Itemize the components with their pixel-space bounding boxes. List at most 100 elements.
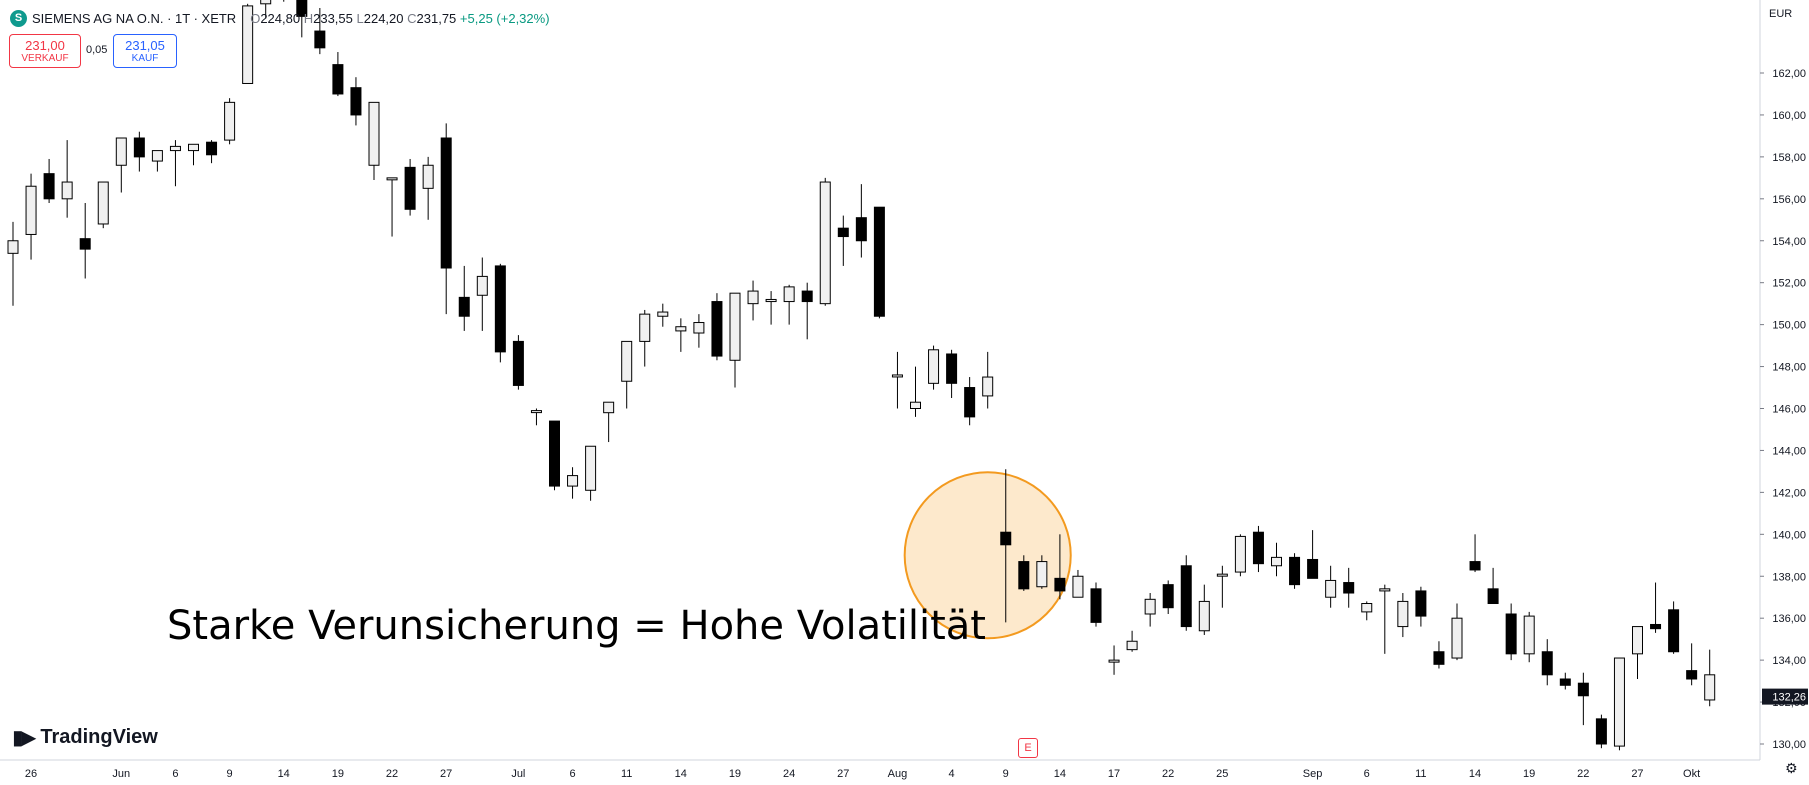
candle-body xyxy=(1704,674,1716,701)
candle-body xyxy=(1072,575,1084,598)
candle xyxy=(368,101,380,180)
candle-body xyxy=(1126,640,1138,651)
high-value: 233,55 xyxy=(313,10,353,26)
tradingview-mark-icon: ▮▶ xyxy=(12,727,36,749)
ohlc-readout: O224,80 H233,55 L224,20 C231,75 +5,25 (+… xyxy=(250,11,549,26)
candle-body xyxy=(1144,598,1156,615)
price-tick-label: 142,00 xyxy=(1772,487,1806,499)
candle-body xyxy=(928,349,940,384)
time-tick-label: Aug xyxy=(888,768,908,780)
candle-body xyxy=(657,311,669,317)
price-tick-label: 162,00 xyxy=(1772,68,1806,80)
candle-body xyxy=(7,240,19,254)
time-tick-label: Sep xyxy=(1303,768,1323,780)
candle-body xyxy=(1252,531,1264,565)
candle xyxy=(1307,530,1319,579)
earnings-event-icon[interactable]: E xyxy=(1018,738,1038,758)
candle-body xyxy=(1541,651,1553,676)
candle xyxy=(188,143,199,166)
candle xyxy=(283,0,285,2)
candle-body xyxy=(224,101,236,141)
candle-body xyxy=(837,227,849,238)
candle-body xyxy=(133,137,145,158)
price-tick-label: 160,00 xyxy=(1772,110,1806,122)
candle-body xyxy=(910,401,921,410)
candle-body xyxy=(43,173,55,200)
symbol-title[interactable]: SIEMENS AG NA O.N. · 1T · XETR xyxy=(32,10,237,26)
chart-header: S SIEMENS AG NA O.N. · 1T · XETR O224,80… xyxy=(10,8,550,28)
candle xyxy=(1523,611,1535,663)
tradingview-logo[interactable]: ▮▶ TradingView xyxy=(12,725,158,750)
candle-body xyxy=(1595,718,1607,745)
candle-body xyxy=(1054,577,1066,592)
candle-body xyxy=(729,292,741,361)
candle-body xyxy=(891,374,903,378)
price-tick-label: 144,00 xyxy=(1772,445,1806,457)
candle xyxy=(1379,584,1391,654)
candle xyxy=(1487,567,1499,605)
candle-body xyxy=(314,30,326,49)
candle xyxy=(476,257,488,331)
candle-body xyxy=(530,410,542,414)
candle xyxy=(765,291,777,325)
candle xyxy=(1289,553,1301,589)
price-tick-label: 150,00 xyxy=(1772,320,1806,332)
time-tick-label: 4 xyxy=(948,768,954,780)
buy-button[interactable]: 231,05 KAUF xyxy=(113,34,177,68)
candle xyxy=(260,0,272,19)
settings-gear-icon[interactable]: ⚙ xyxy=(1785,760,1798,776)
candle xyxy=(1072,569,1084,598)
candle xyxy=(314,7,326,55)
candle-body xyxy=(819,181,831,305)
candle-body xyxy=(494,265,506,353)
candle-body xyxy=(61,181,73,200)
high-label: H xyxy=(303,10,314,26)
candle xyxy=(332,52,344,97)
candle xyxy=(61,140,73,218)
candle xyxy=(1018,555,1030,591)
candle-body xyxy=(855,217,867,242)
candle-body xyxy=(1668,609,1680,653)
candle xyxy=(512,335,524,390)
open-value: 224,80 xyxy=(260,10,301,26)
candle-body xyxy=(873,206,885,317)
candle-body xyxy=(1307,558,1319,579)
candle xyxy=(1126,630,1138,652)
volatility-highlight-circle xyxy=(903,471,1072,640)
candle xyxy=(43,158,55,204)
candle-body xyxy=(711,301,723,357)
candle xyxy=(747,280,759,321)
price-tick-label: 156,00 xyxy=(1772,194,1806,206)
candle xyxy=(79,203,91,279)
price-tick-label: 152,00 xyxy=(1772,278,1806,290)
time-tick-label: 26 xyxy=(25,768,37,780)
candle xyxy=(657,303,669,327)
candle xyxy=(1000,469,1012,623)
sell-button[interactable]: 231,00 VERKAUF xyxy=(9,34,81,68)
candle-body xyxy=(458,296,470,317)
candle xyxy=(440,123,452,315)
candle xyxy=(873,206,885,319)
candle-body xyxy=(1108,659,1120,663)
candle xyxy=(621,340,633,409)
candle xyxy=(1054,534,1066,600)
candle-body xyxy=(1343,582,1355,594)
candle-body xyxy=(621,340,633,382)
candle xyxy=(1397,593,1409,638)
price-tick-label: 148,00 xyxy=(1772,362,1806,374)
candle-body xyxy=(1469,561,1481,571)
candles xyxy=(7,0,1716,751)
currency-label[interactable]: EUR xyxy=(1769,8,1793,20)
candle xyxy=(711,293,723,361)
candle xyxy=(25,173,37,260)
candle-body xyxy=(97,181,109,225)
candle xyxy=(1271,542,1282,577)
candle-body xyxy=(242,5,254,84)
candle-body xyxy=(1379,588,1391,592)
candle xyxy=(1704,649,1716,707)
candle-body xyxy=(1325,579,1337,598)
time-tick-label: 6 xyxy=(1364,768,1370,780)
candle-body xyxy=(296,0,308,17)
